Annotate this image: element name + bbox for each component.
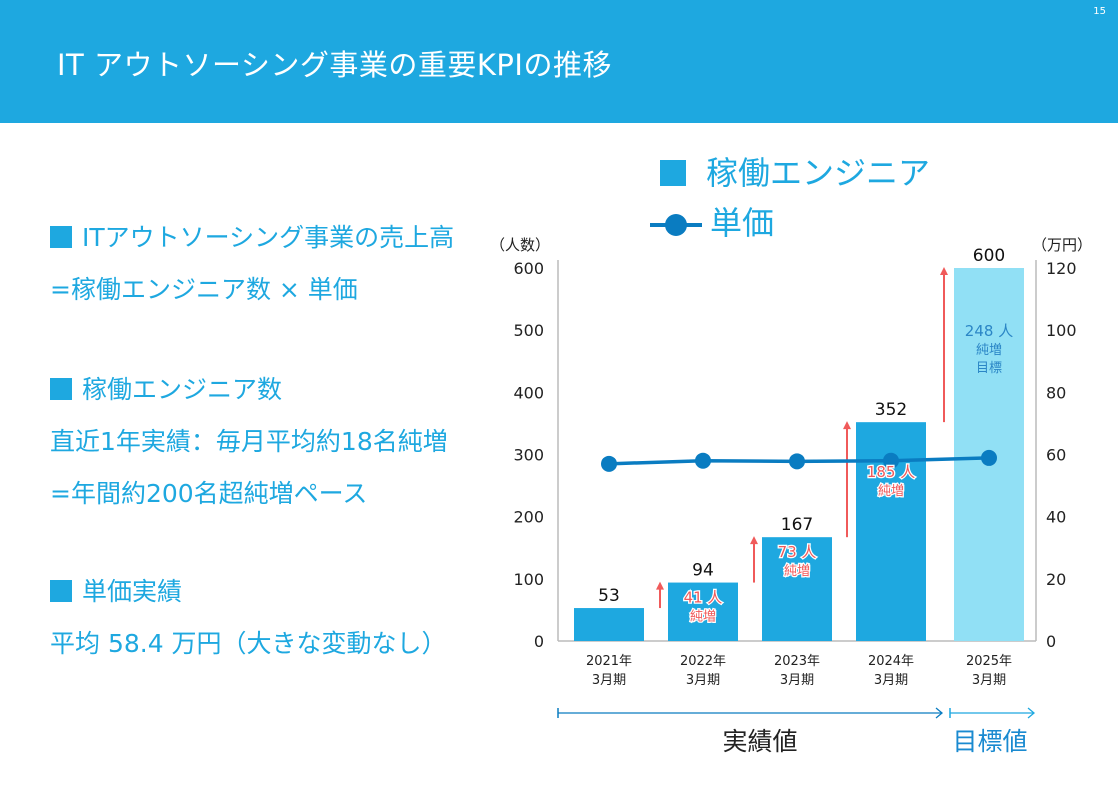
x-tick-label: 3月期 (780, 673, 814, 688)
x-tick-label: 3月期 (686, 673, 720, 688)
bar-value-label: 53 (598, 586, 620, 606)
section-line: =年間約200名超純増ペース (50, 479, 368, 508)
increase-arrow-head-icon (843, 421, 851, 430)
legend-bar-swatch-icon (660, 160, 686, 186)
section-line: =稼働エンジニア数 × 単価 (50, 275, 358, 304)
section-heading: ITアウトソーシング事業の売上高 (82, 223, 455, 252)
header-bar: IT アウトソーシング事業の重要KPIの推移 15 (0, 0, 1118, 123)
increase-annotation: 73 人 (778, 543, 817, 561)
left-tick-label: 300 (513, 446, 544, 465)
increase-annotation: 41 人 (684, 589, 723, 607)
right-tick-label: 60 (1046, 446, 1066, 465)
x-tick-label: 3月期 (972, 673, 1006, 688)
section-line: 直近1年実績：毎月平均約18名純増 (50, 427, 448, 456)
actual-period-arrow-icon (935, 707, 944, 719)
legend-line-label: 単価 (710, 204, 775, 242)
increase-arrow-head-icon (656, 581, 664, 590)
x-tick-label: 2025年 (966, 654, 1012, 669)
section-unit-price: 単価実績 平均 58.4 万円（大きな変動なし） (50, 566, 447, 670)
bullet-square-icon (50, 378, 72, 400)
increase-annotation: 純増 (976, 343, 1002, 358)
left-tick-label: 400 (513, 383, 544, 402)
x-tick-label: 3月期 (874, 673, 908, 688)
x-tick-label: 3月期 (592, 673, 626, 688)
bar-value-label: 167 (781, 515, 813, 535)
bar-value-label: 600 (973, 246, 1005, 266)
actual-period-label: 実績値 (722, 727, 797, 756)
bullet-square-icon (50, 226, 72, 248)
left-tick-label: 0 (534, 632, 544, 651)
target-period-arrow-icon (1027, 707, 1036, 719)
increase-annotation: 純増 (878, 484, 904, 499)
bullet-square-icon (50, 580, 72, 602)
legend-bar: 稼働エンジニア (660, 148, 930, 194)
page-title: IT アウトソーシング事業の重要KPIの推移 (57, 48, 612, 82)
section-sales: ITアウトソーシング事業の売上高 =稼働エンジニア数 × 単価 (50, 212, 454, 316)
x-tick-label: 2022年 (680, 654, 726, 669)
section-engineers: 稼働エンジニア数 直近1年実績：毎月平均約18名純増 =年間約200名超純増ペー… (50, 364, 448, 520)
page-number: 15 (1093, 6, 1106, 17)
bar-value-label: 352 (875, 400, 907, 420)
increase-annotation: 純増 (784, 564, 810, 579)
section-heading: 単価実績 (82, 577, 183, 606)
right-tick-label: 20 (1046, 570, 1066, 589)
legend-bar-label: 稼働エンジニア (706, 154, 931, 192)
right-tick-label: 120 (1046, 259, 1077, 278)
increase-annotation: 純増 (690, 610, 716, 625)
bar (762, 537, 832, 641)
increase-annotation: 185 人 (867, 463, 915, 481)
left-axis-label: （人数） (490, 236, 550, 254)
unit-price-point (601, 455, 617, 472)
right-tick-label: 0 (1046, 632, 1056, 651)
x-tick-label: 2023年 (774, 654, 820, 669)
bar (668, 582, 738, 641)
bar-value-label: 94 (692, 561, 714, 581)
target-period-label: 目標値 (952, 727, 1027, 756)
left-tick-label: 200 (513, 508, 544, 527)
increase-annotation: 目標 (976, 361, 1002, 376)
left-tick-label: 600 (513, 259, 544, 278)
increase-arrow-head-icon (940, 267, 948, 275)
bar (574, 608, 644, 641)
x-tick-label: 2024年 (868, 654, 914, 669)
right-tick-label: 80 (1046, 383, 1066, 402)
left-tick-label: 500 (513, 321, 544, 340)
left-tick-label: 100 (513, 570, 544, 589)
right-tick-label: 100 (1046, 321, 1077, 340)
legend-line: 単価 (650, 198, 774, 244)
section-line: 平均 58.4 万円（大きな変動なし） (50, 629, 447, 658)
unit-price-point (981, 449, 997, 466)
unit-price-point (883, 452, 899, 469)
x-tick-label: 2021年 (586, 654, 632, 669)
increase-annotation: 248 人 (965, 322, 1013, 340)
legend-line-swatch-icon (650, 214, 702, 236)
increase-arrow-head-icon (750, 536, 758, 545)
unit-price-point (695, 452, 711, 469)
section-heading: 稼働エンジニア数 (82, 375, 283, 404)
right-tick-label: 40 (1046, 508, 1066, 527)
right-axis-label: （万円） (1032, 236, 1092, 254)
unit-price-point (789, 453, 805, 470)
